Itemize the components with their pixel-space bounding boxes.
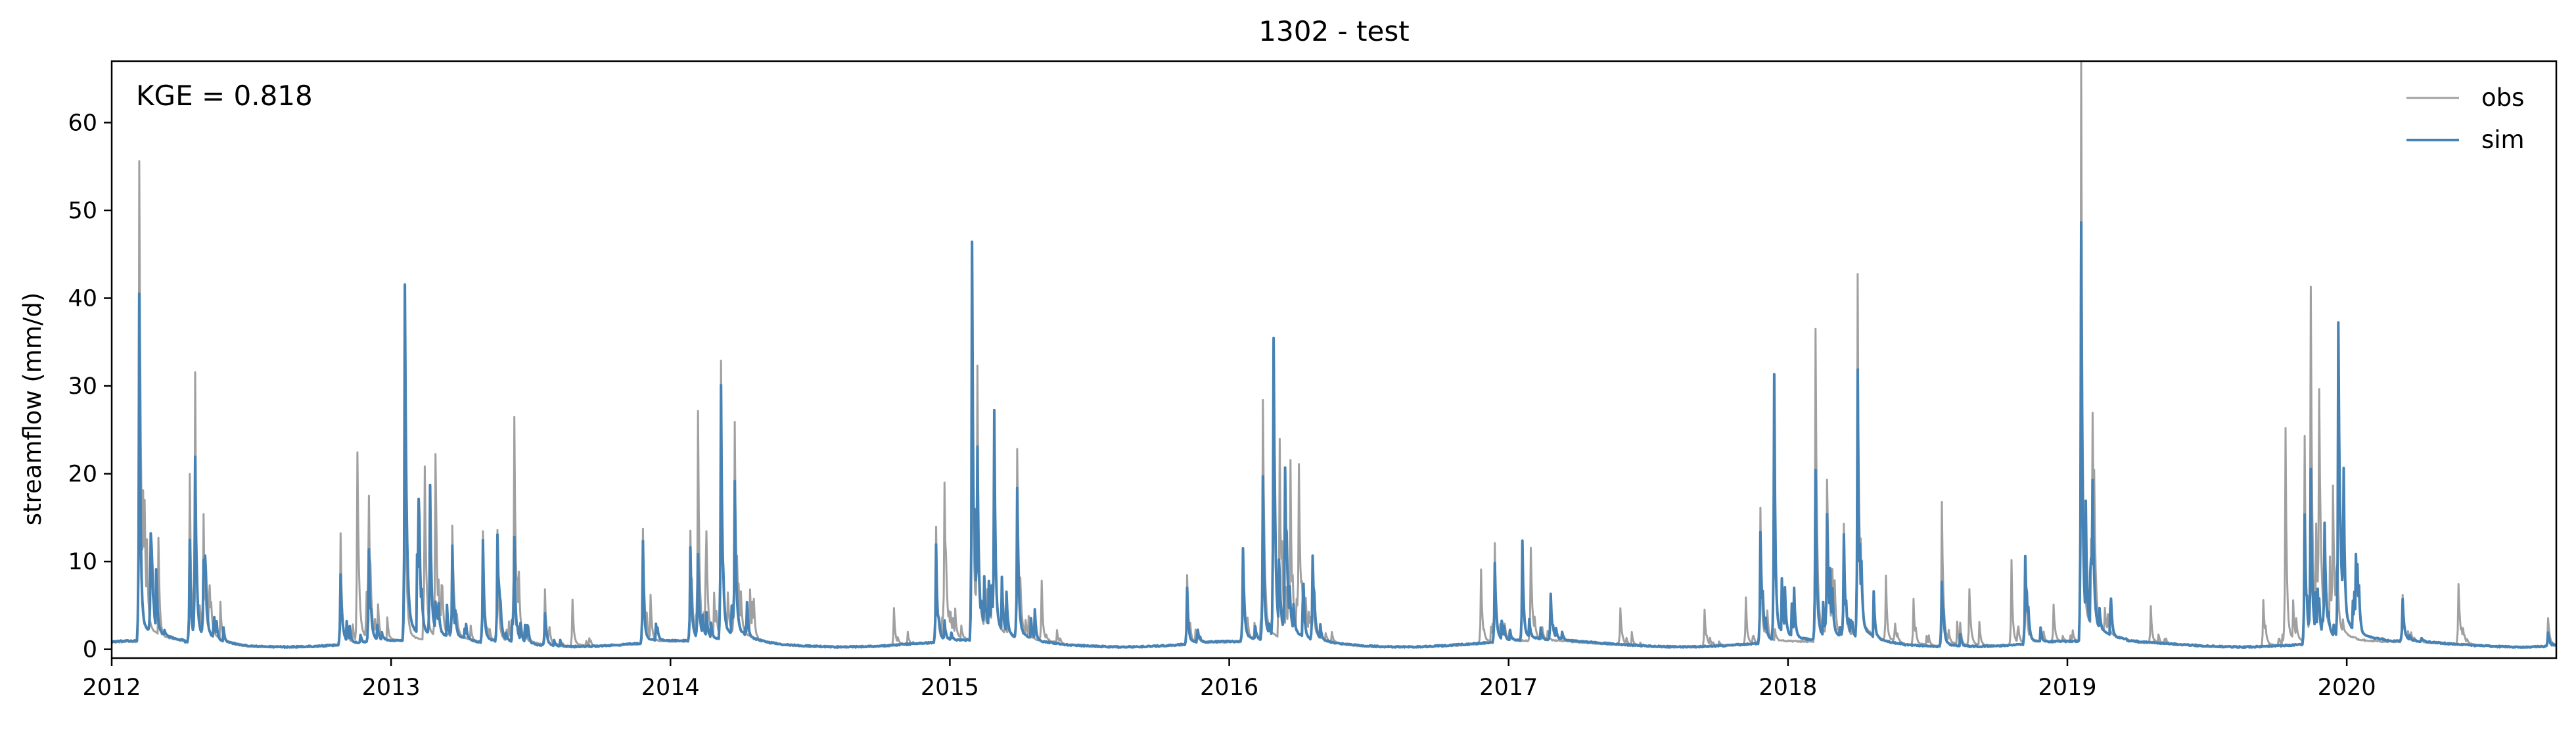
x-tick-label-2016: 2016 — [1200, 675, 1258, 701]
y-axis-label: streamflow (mm/d) — [18, 293, 47, 526]
legend: obs sim — [2406, 83, 2525, 154]
kge-annotation: KGE = 0.818 — [136, 80, 313, 112]
y-tick-label-40: 40 — [68, 286, 97, 312]
x-tick-label-2018: 2018 — [1759, 675, 1817, 701]
y-tick-label-30: 30 — [68, 373, 97, 400]
x-tick-label-2017: 2017 — [1479, 675, 1538, 701]
x-tick-label-2012: 2012 — [82, 675, 141, 701]
x-tick-label-2014: 2014 — [641, 675, 700, 701]
y-tick-label-50: 50 — [68, 198, 97, 224]
legend-label-obs: obs — [2481, 83, 2524, 112]
x-tick-label-2020: 2020 — [2318, 675, 2376, 701]
series-layer — [111, 60, 2558, 649]
y-tick-label-10: 10 — [68, 549, 97, 575]
series-line-sim — [111, 221, 2558, 649]
x-tick-label-2015: 2015 — [921, 675, 979, 701]
y-tick-label-0: 0 — [83, 637, 97, 663]
chart-title: 1302 - test — [1258, 15, 1409, 47]
x-tick-label-2013: 2013 — [362, 675, 421, 701]
x-tick-label-2019: 2019 — [2038, 675, 2096, 701]
y-tick-label-60: 60 — [68, 110, 97, 136]
y-tick-label-20: 20 — [68, 462, 97, 488]
legend-label-sim: sim — [2481, 126, 2525, 154]
axes-layer: 2012 2013 2014 2015 2016 2017 2018 2019 2020 0 10 2… — [68, 110, 2376, 701]
plot-frame — [110, 60, 2558, 659]
